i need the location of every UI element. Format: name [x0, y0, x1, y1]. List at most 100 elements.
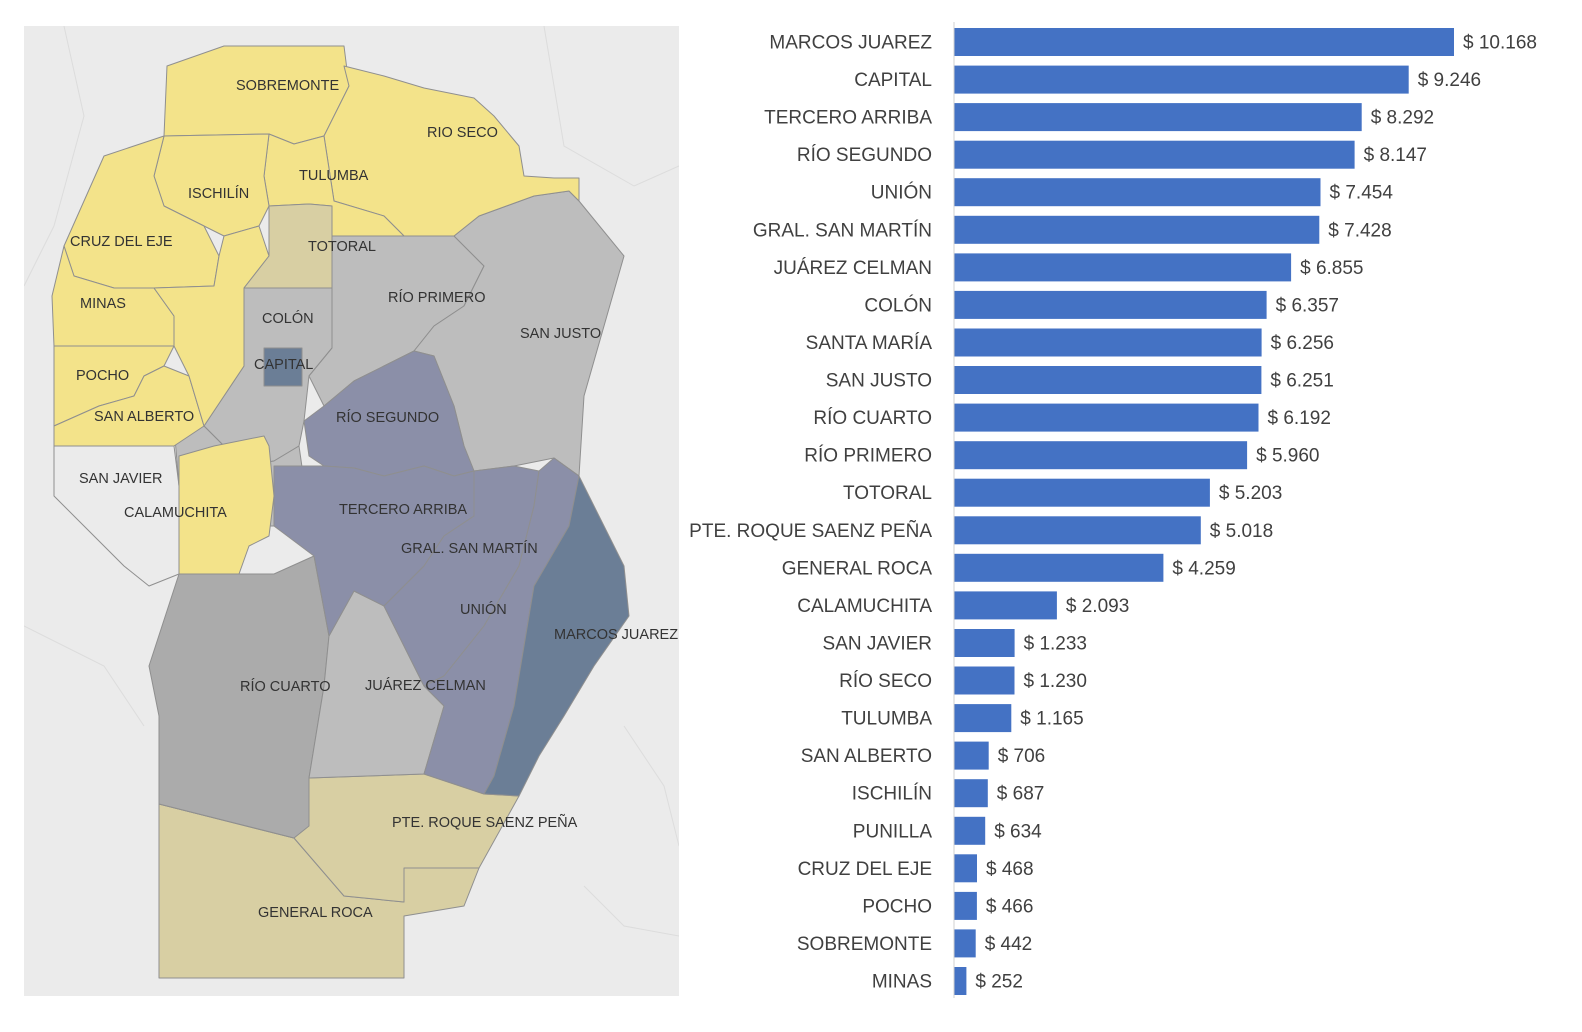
bar-9 [954, 366, 1262, 394]
bar-25 [954, 967, 967, 995]
value-label-8: $ 6.256 [1271, 333, 1334, 354]
map-label-8: COLÓN [262, 310, 314, 327]
map-label-0: SOBREMONTE [236, 78, 339, 94]
value-label-15: $ 2.093 [1066, 596, 1129, 617]
map-label-19: MARCOS JUAREZ [554, 627, 678, 643]
map-label-21: JUÁREZ CELMAN [365, 677, 486, 694]
map-label-4: CRUZ DEL EJE [70, 234, 173, 250]
category-label-10: RÍO CUARTO [813, 408, 932, 429]
value-label-2: $ 8.292 [1371, 108, 1434, 129]
map-label-2: TULUMBA [299, 168, 369, 184]
bar-8 [954, 328, 1262, 357]
district-calamuchita [178, 435, 275, 575]
value-label-10: $ 6.192 [1268, 408, 1331, 429]
category-label-15: CALAMUCHITA [797, 596, 932, 617]
value-labels-group: $ 10.168 $ 9.246 $ 8.292 $ 8.147 $ 7.454 $ 7.… [975, 33, 1537, 993]
category-label-14: GENERAL ROCA [782, 558, 933, 579]
category-label-4: UNIÓN [871, 182, 932, 204]
value-label-24: $ 442 [985, 934, 1033, 955]
category-label-20: ISCHILÍN [852, 784, 932, 805]
bar-6 [954, 253, 1292, 282]
value-label-17: $ 1.230 [1024, 671, 1087, 692]
value-label-11: $ 5.960 [1256, 446, 1319, 467]
bar-12 [954, 478, 1210, 507]
value-label-16: $ 1.233 [1024, 634, 1087, 655]
map-label-20: RÍO CUARTO [240, 678, 331, 695]
map-label-17: GRAL. SAN MARTÍN [401, 540, 538, 557]
map-label-7: RÍO PRIMERO [388, 289, 485, 306]
map-label-12: RÍO SEGUNDO [336, 409, 439, 426]
value-label-6: $ 6.855 [1300, 258, 1363, 279]
bar-15 [954, 591, 1057, 620]
category-label-2: TERCERO ARRIBA [764, 108, 932, 129]
category-label-16: SAN JAVIER [823, 634, 932, 655]
value-label-20: $ 687 [997, 784, 1045, 805]
bar-14 [954, 553, 1164, 582]
category-label-22: CRUZ DEL EJE [798, 859, 932, 880]
bar-20 [954, 779, 988, 808]
map-label-5: TOTORAL [308, 239, 376, 255]
bar-5 [954, 215, 1320, 244]
district-map-svg: SOBREMONTE RIO SECO TULUMBA ISCHILÍN CRUZ DE… [24, 26, 679, 979]
district-marcos-juarez [483, 457, 630, 797]
district-rio-cuarto [148, 555, 330, 839]
bar-4 [954, 178, 1321, 207]
map-label-15: TERCERO ARRIBA [339, 502, 467, 518]
category-label-12: TOTORAL [843, 483, 932, 504]
bar-2 [954, 103, 1362, 132]
value-label-14: $ 4.259 [1172, 558, 1235, 579]
bar-3 [954, 140, 1355, 169]
bar-16 [954, 629, 1015, 657]
value-label-19: $ 706 [998, 746, 1046, 767]
bar-chart-svg: MARCOS JUAREZ CAPITAL TERCERO ARRIBA RÍO SE… [689, 22, 1537, 998]
value-label-1: $ 9.246 [1418, 70, 1481, 91]
category-label-9: SAN JUSTO [826, 371, 932, 392]
bar-21 [954, 816, 986, 845]
bar-11 [954, 441, 1248, 470]
category-label-24: SOBREMONTE [797, 934, 932, 955]
map-label-1: RIO SECO [427, 125, 498, 141]
map-label-16: CALAMUCHITA [124, 505, 227, 521]
value-label-9: $ 6.251 [1270, 371, 1333, 392]
map-label-14: SAN JAVIER [79, 471, 163, 487]
category-label-17: RÍO SECO [839, 671, 932, 692]
value-label-22: $ 468 [986, 859, 1034, 880]
category-label-6: JUÁREZ CELMAN [774, 258, 932, 279]
bar-1 [954, 65, 1409, 94]
category-label-8: SANTA MARÍA [806, 333, 933, 354]
map-labels: SOBREMONTE RIO SECO TULUMBA ISCHILÍN CRUZ DE… [70, 78, 678, 921]
bar-13 [954, 516, 1201, 545]
category-label-18: TULUMBA [841, 709, 932, 730]
district-capital [263, 347, 303, 387]
bar-18 [954, 704, 1012, 733]
value-label-3: $ 8.147 [1364, 145, 1427, 166]
value-label-4: $ 7.454 [1330, 183, 1394, 204]
bar-22 [954, 854, 977, 883]
value-label-23: $ 466 [986, 896, 1034, 917]
bar-19 [954, 741, 989, 770]
category-label-0: MARCOS JUAREZ [769, 33, 932, 54]
category-labels-group: MARCOS JUAREZ CAPITAL TERCERO ARRIBA RÍO SE… [689, 33, 932, 993]
category-label-21: PUNILLA [853, 821, 933, 842]
category-label-19: SAN ALBERTO [801, 746, 932, 767]
value-label-13: $ 5.018 [1210, 521, 1273, 542]
value-label-5: $ 7.428 [1328, 220, 1391, 241]
bar-17 [954, 666, 1015, 695]
category-label-1: CAPITAL [854, 70, 932, 91]
district-san-javier [53, 445, 180, 587]
map-label-13: SAN ALBERTO [94, 409, 194, 425]
value-label-7: $ 6.357 [1276, 295, 1339, 316]
map-background-lines [24, 26, 679, 937]
category-label-11: RÍO PRIMERO [804, 446, 932, 467]
district-totoral [243, 203, 333, 289]
map-label-6: MINAS [80, 296, 126, 312]
district-map: SOBREMONTE RIO SECO TULUMBA ISCHILÍN CRUZ DE… [24, 26, 679, 996]
bar-10 [954, 403, 1259, 432]
map-label-10: CAPITAL [254, 357, 313, 373]
value-label-21: $ 634 [994, 821, 1042, 842]
category-label-7: COLÓN [864, 294, 932, 316]
map-label-22: PTE. ROQUE SAENZ PEÑA [392, 814, 578, 831]
bar-0 [954, 28, 1454, 56]
bar-chart: MARCOS JUAREZ CAPITAL TERCERO ARRIBA RÍO SE… [680, 18, 1582, 1028]
category-label-25: MINAS [872, 972, 932, 993]
